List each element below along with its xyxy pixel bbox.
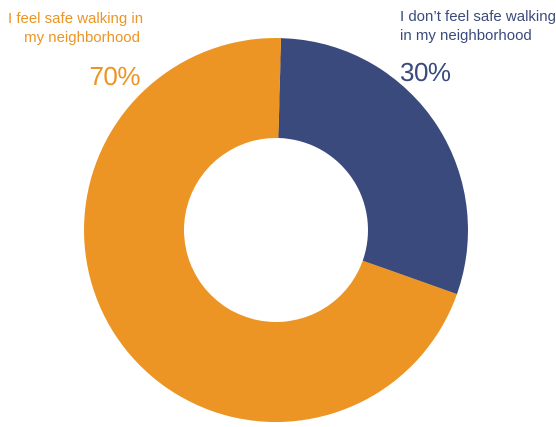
label-not-safe-percent: 30% [400,56,451,87]
label-not-safe-line-2: in my neighborhood [400,26,532,44]
label-safe-percent: 70% [89,60,140,91]
label-not-safe-line-1: I don’t feel safe walking [400,8,556,25]
label-safe: I feel safe walking in my neighborhood 7… [8,10,144,92]
label-safe-line-2: my neighborhood [24,28,140,46]
slice-not-safe [278,38,469,295]
label-not-safe: I don’t feel safe walking in my neighbor… [400,8,556,88]
label-safe-line-1: I feel safe walking in [8,10,144,27]
slice-safe [84,38,457,423]
